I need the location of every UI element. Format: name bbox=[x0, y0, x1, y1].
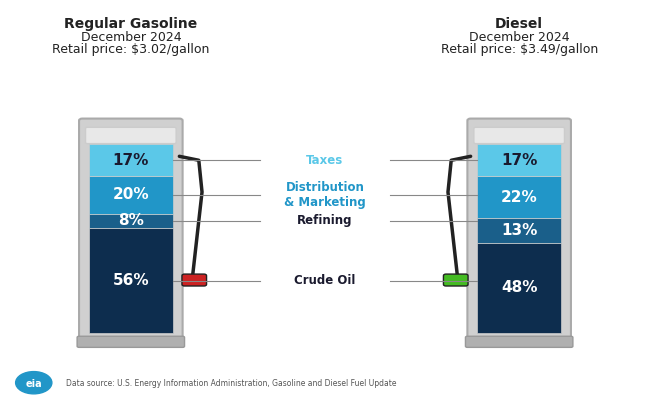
Bar bbox=[89, 176, 173, 214]
Text: 17%: 17% bbox=[501, 153, 538, 168]
Bar bbox=[477, 242, 561, 333]
Text: December 2024: December 2024 bbox=[469, 31, 569, 44]
Text: 48%: 48% bbox=[501, 280, 538, 295]
Text: 20%: 20% bbox=[112, 187, 149, 202]
Text: 8%: 8% bbox=[118, 214, 144, 228]
FancyBboxPatch shape bbox=[77, 336, 185, 347]
Text: December 2024: December 2024 bbox=[81, 31, 181, 44]
Text: 17%: 17% bbox=[112, 153, 149, 168]
Text: Refining: Refining bbox=[297, 214, 353, 228]
Bar bbox=[477, 144, 561, 176]
Bar bbox=[89, 214, 173, 228]
Text: Retail price: $3.49/gallon: Retail price: $3.49/gallon bbox=[441, 43, 598, 56]
FancyBboxPatch shape bbox=[182, 274, 207, 286]
Text: 56%: 56% bbox=[112, 273, 149, 288]
FancyBboxPatch shape bbox=[79, 118, 183, 341]
Circle shape bbox=[16, 372, 52, 394]
Text: Taxes: Taxes bbox=[306, 154, 344, 167]
FancyBboxPatch shape bbox=[474, 127, 564, 144]
Text: Crude Oil: Crude Oil bbox=[294, 274, 356, 287]
FancyBboxPatch shape bbox=[443, 274, 468, 286]
Text: 22%: 22% bbox=[500, 190, 538, 205]
Text: Retail price: $3.02/gallon: Retail price: $3.02/gallon bbox=[52, 43, 209, 56]
Text: eia: eia bbox=[25, 378, 42, 388]
Text: Diesel: Diesel bbox=[495, 17, 543, 31]
Bar bbox=[89, 228, 173, 333]
FancyBboxPatch shape bbox=[465, 336, 573, 347]
Text: Regular Gasoline: Regular Gasoline bbox=[64, 17, 198, 31]
FancyBboxPatch shape bbox=[467, 118, 571, 341]
FancyBboxPatch shape bbox=[86, 127, 176, 144]
Text: Data source: U.S. Energy Information Administration, Gasoline and Diesel Fuel Up: Data source: U.S. Energy Information Adm… bbox=[66, 379, 396, 388]
Text: 13%: 13% bbox=[501, 223, 538, 238]
Text: Distribution
& Marketing: Distribution & Marketing bbox=[284, 181, 366, 209]
Bar bbox=[477, 176, 561, 218]
Bar bbox=[89, 144, 173, 176]
Bar bbox=[477, 218, 561, 242]
